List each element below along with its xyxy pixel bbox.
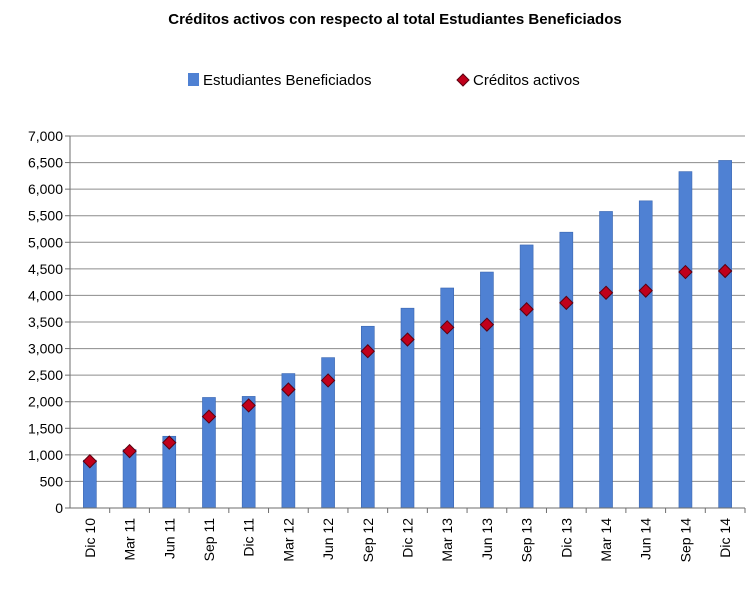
y-tick-label: 5,000	[28, 234, 63, 250]
y-tick-label: 3,500	[28, 314, 63, 330]
chart-title: Créditos activos con respecto al total E…	[168, 11, 621, 28]
x-tick-label: Jun 12	[320, 518, 336, 560]
x-tick-label: Dic 14	[717, 518, 733, 558]
x-tick-label: Jun 13	[479, 518, 495, 560]
legend-label-estudiantes: Estudiantes Beneficiados	[203, 72, 371, 89]
x-tick-label: Dic 12	[400, 518, 416, 558]
bar	[678, 171, 693, 509]
y-tick-label: 1,500	[28, 420, 63, 436]
x-tick-label: Mar 14	[598, 518, 614, 562]
bar	[638, 200, 653, 509]
x-tick-label: Dic 10	[82, 518, 98, 558]
marker	[519, 302, 534, 317]
marker	[82, 454, 98, 469]
legend-swatch-bar	[188, 73, 199, 86]
marker-series	[82, 263, 733, 469]
x-tick-label: Sep 11	[201, 518, 217, 562]
x-tick-label: Mar 11	[122, 518, 138, 561]
marker	[439, 320, 455, 335]
bar	[718, 160, 732, 509]
marker	[241, 398, 256, 413]
x-axis: Dic 10 Mar 11 Jun 11 Sep 11 Dic 11 Mar 12 Jun …	[70, 507, 746, 563]
legend-label-creditos: Créditos activos	[473, 72, 580, 89]
y-tick-label: 6,000	[28, 181, 63, 197]
y-tick-label: 2,500	[28, 367, 63, 383]
x-tick-label: Dic 13	[558, 518, 574, 558]
legend-swatch-marker	[456, 73, 470, 87]
marker	[201, 409, 217, 424]
x-tick-label: Sep 13	[519, 518, 535, 563]
y-tick-label: 3,000	[28, 341, 63, 357]
marker	[717, 263, 733, 279]
marker	[598, 285, 614, 300]
x-tick-label: Dic 11	[241, 518, 257, 557]
x-tick-label: Mar 12	[280, 518, 296, 562]
x-tick-label: Sep 12	[360, 518, 376, 563]
marker	[320, 373, 336, 388]
marker	[678, 264, 693, 280]
bar	[559, 231, 574, 509]
y-tick-label: 2,000	[28, 394, 63, 410]
x-tick-label: Jun 14	[638, 518, 654, 560]
marker	[638, 283, 653, 298]
marker	[479, 317, 495, 332]
bar-series	[83, 160, 732, 509]
x-tick-label: Jun 11	[161, 518, 177, 559]
marker	[360, 344, 376, 359]
bar	[480, 271, 494, 509]
bar	[599, 211, 613, 509]
x-tick-label: Sep 14	[677, 518, 693, 563]
y-axis: 0 500 1,000 1,500 2,000 2,500 3,000 3,500 4,000 4…	[28, 128, 71, 516]
y-tick-label: 5,500	[28, 208, 63, 224]
marker	[400, 332, 415, 347]
y-tick-label: 7,000	[28, 128, 63, 144]
bar	[241, 396, 256, 509]
y-tick-label: 4,500	[28, 261, 63, 277]
y-tick-label: 0	[55, 500, 63, 516]
marker	[281, 382, 296, 397]
x-tick-label: Mar 13	[439, 518, 455, 562]
marker	[122, 443, 137, 459]
y-tick-label: 500	[40, 473, 64, 489]
y-tick-label: 6,500	[28, 155, 63, 171]
y-tick-label: 4,000	[28, 287, 63, 303]
marker	[559, 295, 574, 311]
y-tick-label: 1,000	[28, 447, 63, 463]
bar	[519, 244, 534, 509]
legend: Estudiantes Beneficiados Créditos activo…	[188, 72, 580, 89]
marker	[162, 435, 177, 450]
